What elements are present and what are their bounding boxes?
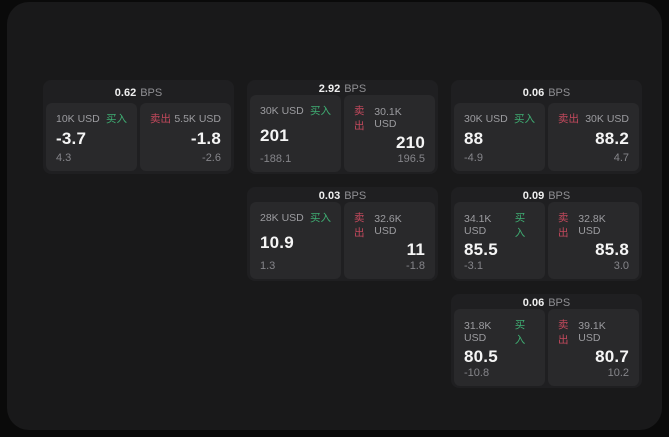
quote-card-grid: 0.62 BPS 10K USD 买入 -3.7 4.3 卖出 5.5K USD: [43, 80, 642, 388]
bps-value: 0.06: [522, 297, 545, 309]
buy-price: 10.9: [260, 232, 294, 252]
bps-header: 0.09 BPS: [454, 190, 639, 202]
bps-header: 2.92 BPS: [250, 83, 435, 95]
bps-unit-label: BPS: [548, 297, 571, 309]
quote-card-5: 0.09 BPS 34.1K USD 买入 85.5 -3.1 卖出 32.8K…: [451, 187, 642, 281]
quote-card-3: 0.06 BPS 30K USD 买入 88 -4.9 卖出 30K USD: [451, 80, 642, 174]
sell-price: 11: [406, 240, 425, 259]
sell-delta: -1.8: [406, 260, 425, 272]
bps-value: 2.92: [318, 83, 341, 95]
sell-amount: 30K USD: [585, 112, 629, 125]
buy-pane[interactable]: 10K USD 买入 -3.7 4.3: [46, 103, 137, 171]
buy-price: 88: [464, 129, 484, 148]
sell-price: -1.8: [190, 129, 221, 148]
bps-header: 0.03 BPS: [250, 190, 435, 202]
quote-card-4: 0.03 BPS 28K USD 买入 10.9 1.3 卖出 32.6K US…: [247, 187, 438, 281]
buy-price: 201: [260, 125, 289, 145]
sell-amount: 32.6K USD: [374, 213, 402, 237]
sell-delta: 4.7: [613, 152, 629, 164]
sell-pane[interactable]: 卖出 30.1K USD 210 196.5: [344, 95, 435, 172]
buy-pane[interactable]: 30K USD 买入 201 -188.1: [250, 95, 341, 172]
buy-side-label: 买入: [514, 113, 535, 125]
sell-side-label: 卖出: [558, 212, 569, 239]
bps-unit-label: BPS: [140, 87, 163, 99]
buy-delta: -10.8: [464, 367, 490, 379]
bps-value: 0.62: [114, 87, 137, 99]
bps-value: 0.06: [522, 87, 545, 99]
sell-side-label: 卖出: [558, 319, 569, 346]
sell-pane[interactable]: 卖出 32.8K USD 85.8 3.0: [548, 202, 639, 279]
buy-amount: 28K USD: [260, 211, 304, 224]
sell-amount: 30.1K USD: [374, 106, 402, 130]
sell-side-label: 卖出: [354, 105, 365, 132]
sell-amount: 39.1K USD: [578, 320, 606, 344]
app-window: 0.62 BPS 10K USD 买入 -3.7 4.3 卖出 5.5K USD: [7, 2, 662, 430]
sell-pane[interactable]: 卖出 32.6K USD 11 -1.8: [344, 202, 435, 279]
sell-pane[interactable]: 卖出 5.5K USD -1.8 -2.6: [140, 103, 231, 171]
sell-amount: 32.8K USD: [578, 213, 606, 237]
sell-pane[interactable]: 卖出 30K USD 88.2 4.7: [548, 103, 639, 171]
bps-value: 0.03: [318, 190, 341, 202]
sell-delta: -2.6: [202, 152, 221, 164]
sell-side-label: 卖出: [150, 113, 171, 125]
sell-delta: 196.5: [397, 153, 425, 165]
buy-amount: 34.1K USD: [464, 213, 492, 237]
sell-price: 88.2: [595, 129, 629, 148]
sell-delta: 3.0: [613, 260, 629, 272]
bps-header: 0.06 BPS: [454, 83, 639, 103]
sell-side-label: 卖出: [354, 212, 365, 239]
sell-price: 210: [396, 133, 425, 152]
sell-amount: 5.5K USD: [174, 112, 221, 125]
buy-pane[interactable]: 30K USD 买入 88 -4.9: [454, 103, 545, 171]
buy-price: 80.5: [464, 347, 498, 366]
buy-amount: 30K USD: [464, 112, 508, 125]
buy-amount: 30K USD: [260, 104, 304, 117]
buy-pane[interactable]: 28K USD 买入 10.9 1.3: [250, 202, 341, 279]
buy-delta: -188.1: [260, 153, 292, 165]
buy-pane[interactable]: 31.8K USD 买入 80.5 -10.8: [454, 309, 545, 386]
buy-side-label: 买入: [106, 113, 127, 125]
bps-unit-label: BPS: [548, 87, 571, 99]
buy-delta: 4.3: [56, 152, 72, 164]
buy-amount: 31.8K USD: [464, 320, 492, 344]
buy-amount: 10K USD: [56, 112, 100, 125]
bps-value: 0.09: [522, 190, 545, 202]
quote-card-1: 0.62 BPS 10K USD 买入 -3.7 4.3 卖出 5.5K USD: [43, 80, 234, 174]
sell-delta: 10.2: [607, 367, 629, 379]
buy-side-label: 买入: [310, 212, 331, 224]
quote-card-6: 0.06 BPS 31.8K USD 买入 80.5 -10.8 卖出 39.1…: [451, 294, 642, 388]
buy-price: -3.7: [56, 129, 87, 148]
bps-unit-label: BPS: [344, 190, 367, 202]
bps-unit-label: BPS: [548, 190, 571, 202]
buy-delta: -3.1: [464, 260, 483, 272]
bps-header: 0.06 BPS: [454, 297, 639, 309]
buy-side-label: 买入: [310, 105, 331, 117]
bps-header: 0.62 BPS: [46, 83, 231, 103]
buy-side-label: 买入: [514, 212, 526, 239]
buy-price: 85.5: [464, 240, 498, 259]
sell-side-label: 卖出: [558, 113, 579, 125]
buy-pane[interactable]: 34.1K USD 买入 85.5 -3.1: [454, 202, 545, 279]
buy-delta: -4.9: [464, 152, 483, 164]
sell-price: 85.8: [595, 240, 629, 259]
buy-delta: 1.3: [260, 260, 276, 272]
quote-card-2: 2.92 BPS 30K USD 买入 201 -188.1 卖出 30.1K …: [247, 80, 438, 174]
sell-pane[interactable]: 卖出 39.1K USD 80.7 10.2: [548, 309, 639, 386]
sell-price: 80.7: [595, 347, 629, 366]
bps-unit-label: BPS: [344, 83, 367, 95]
buy-side-label: 买入: [514, 319, 526, 346]
